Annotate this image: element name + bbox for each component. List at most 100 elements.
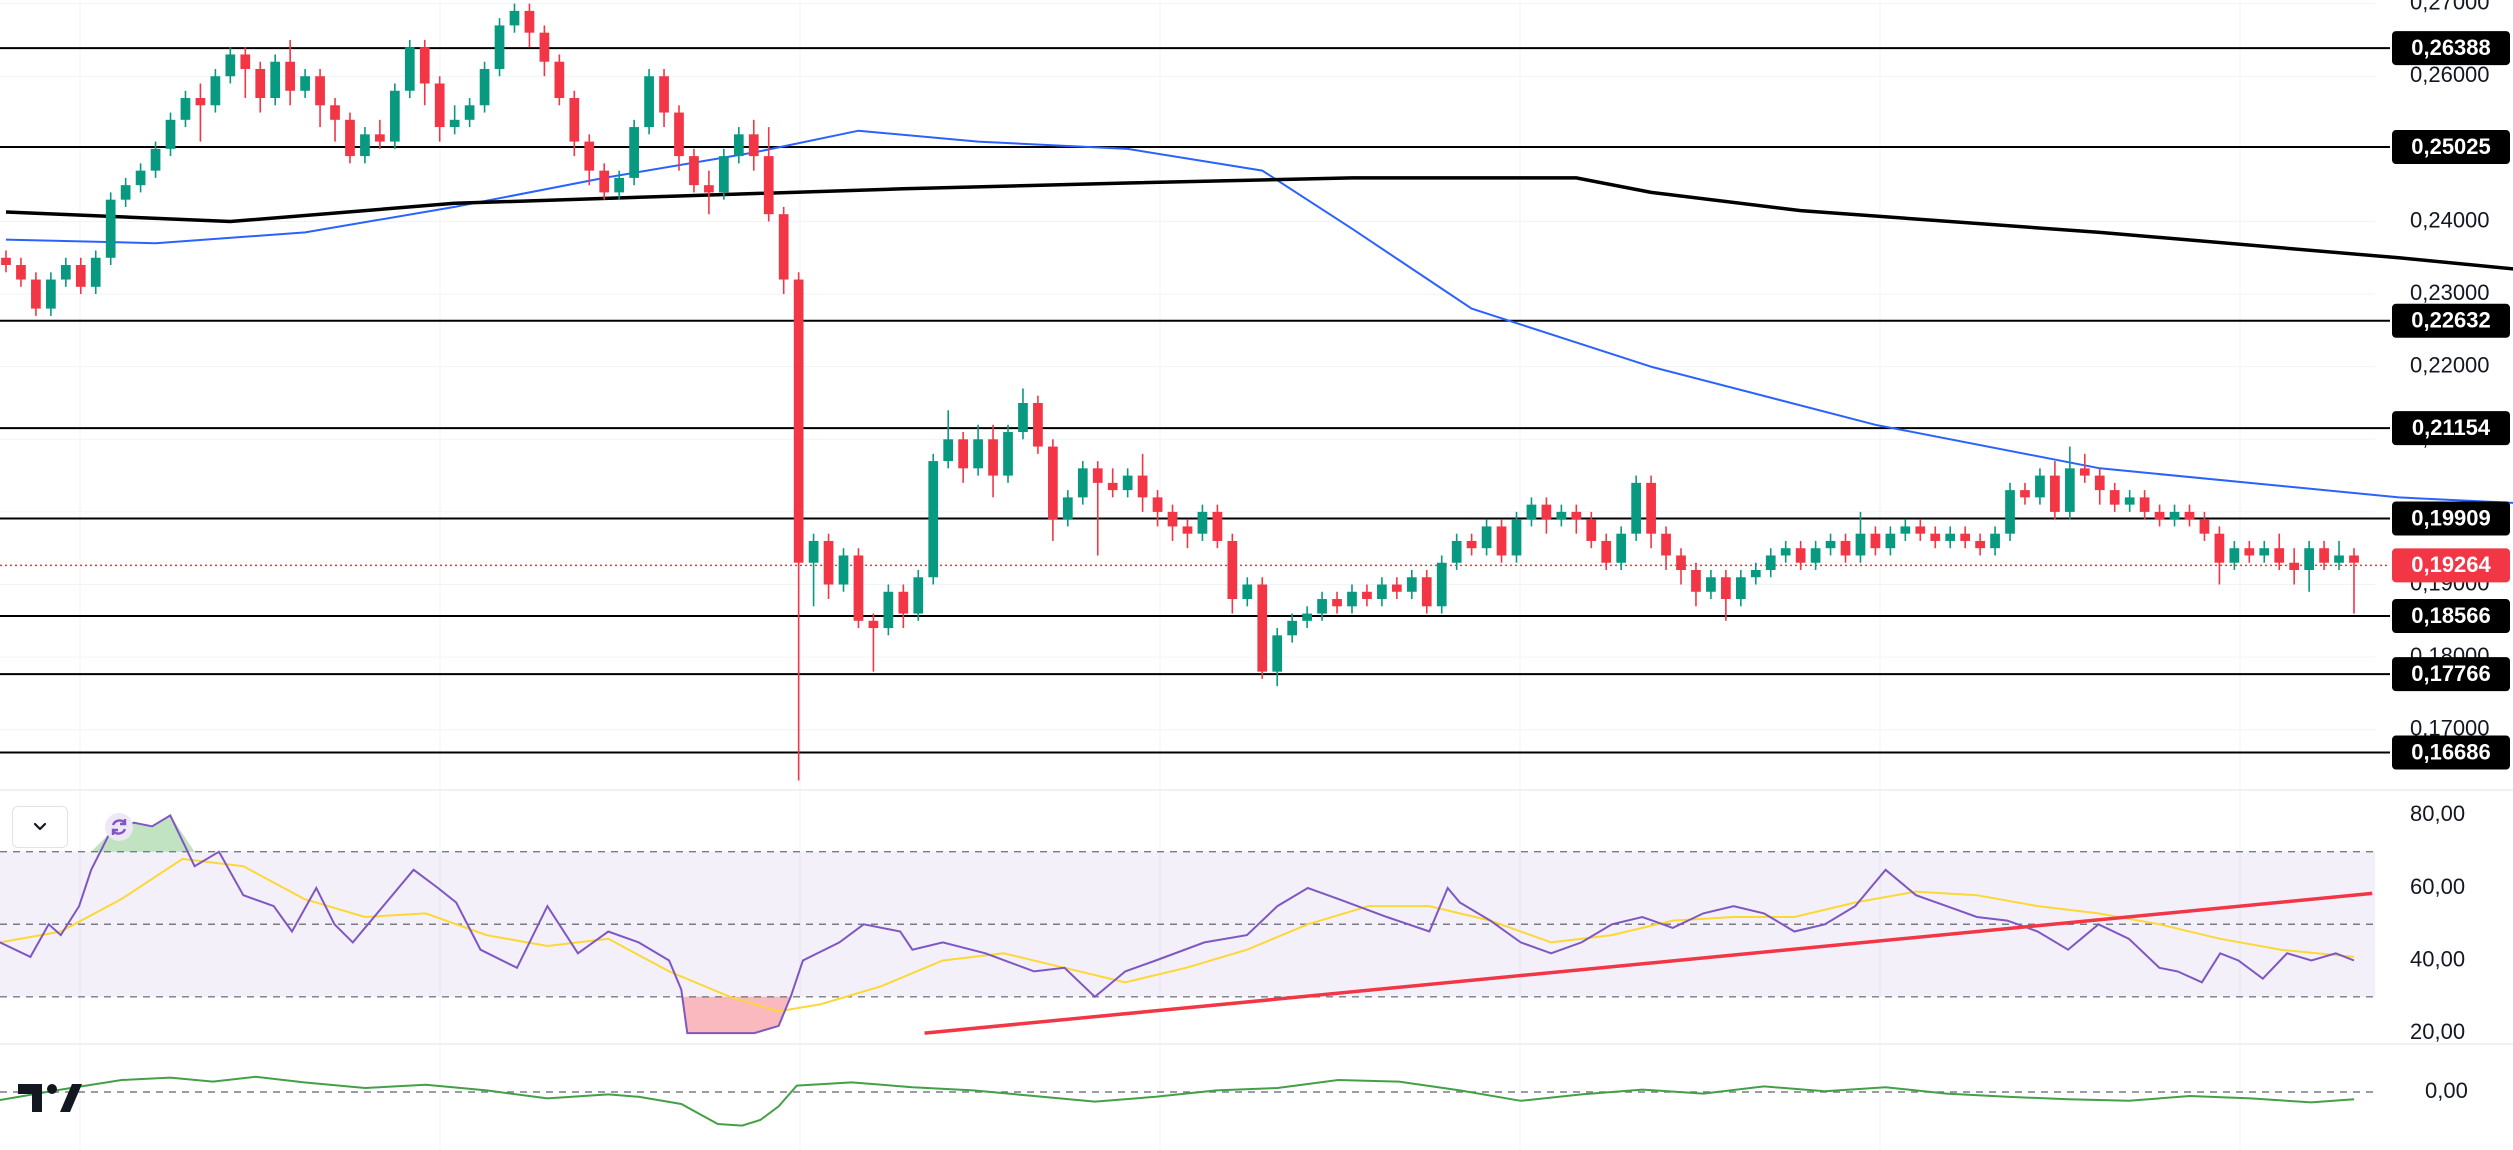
candle-body bbox=[569, 98, 580, 142]
candle bbox=[255, 61, 266, 113]
candle bbox=[539, 25, 550, 77]
candle-body bbox=[1765, 555, 1776, 570]
candle bbox=[479, 61, 490, 113]
candle-body bbox=[1780, 548, 1791, 556]
candle bbox=[165, 112, 176, 157]
candle-body bbox=[524, 10, 535, 33]
candle bbox=[2319, 540, 2329, 570]
candle-body bbox=[419, 47, 430, 84]
candle-body bbox=[1227, 540, 1238, 600]
candle-body bbox=[1900, 526, 1911, 534]
level-price-label: 0,22632 bbox=[2411, 308, 2491, 333]
candle bbox=[2274, 533, 2285, 570]
level-price-label: 0,19909 bbox=[2411, 505, 2491, 530]
candle-body bbox=[838, 555, 849, 585]
candle-body bbox=[868, 620, 879, 629]
collapse-pane-button[interactable] bbox=[12, 806, 68, 848]
candle bbox=[2094, 468, 2105, 505]
candle bbox=[1825, 533, 1836, 556]
level-price-label-bg bbox=[2392, 411, 2510, 446]
candle-body bbox=[1840, 540, 1851, 556]
level-price-label-bg bbox=[2392, 735, 2510, 770]
candle bbox=[1257, 577, 1268, 679]
candle-body bbox=[16, 265, 26, 280]
candle-body bbox=[808, 540, 819, 563]
candle bbox=[614, 170, 625, 200]
candle-body bbox=[1616, 533, 1627, 563]
candle-body bbox=[1, 257, 11, 266]
candle-body bbox=[2334, 555, 2344, 563]
candle-body bbox=[1347, 591, 1357, 607]
candle-body bbox=[60, 265, 71, 280]
candle bbox=[16, 257, 26, 287]
candle bbox=[524, 3, 535, 48]
candle-body bbox=[1556, 511, 1567, 520]
candle bbox=[330, 98, 340, 142]
candle bbox=[1421, 569, 1432, 614]
rsi-axis-tick: 20,00 bbox=[2410, 1019, 2465, 1044]
momentum-pane: 0,00 bbox=[0, 1075, 2468, 1127]
candle-body bbox=[1571, 511, 1582, 520]
candle-body bbox=[823, 540, 834, 585]
candle bbox=[718, 148, 729, 200]
candle-body bbox=[2020, 490, 2030, 498]
candle-body bbox=[150, 148, 161, 171]
candle bbox=[2334, 540, 2344, 570]
candle bbox=[1691, 562, 1701, 607]
candle bbox=[464, 98, 475, 128]
candle bbox=[1048, 439, 1058, 541]
candle bbox=[763, 127, 774, 222]
candle-body bbox=[375, 134, 385, 142]
refresh-indicator-button[interactable] bbox=[100, 808, 138, 846]
candle bbox=[1451, 533, 1462, 570]
candle bbox=[1107, 468, 1118, 498]
candle bbox=[1930, 526, 1941, 549]
candle bbox=[973, 424, 983, 476]
refresh-icon bbox=[105, 813, 133, 841]
level-price-label: 0,18566 bbox=[2411, 603, 2491, 628]
candle-body bbox=[718, 156, 729, 193]
candle-body bbox=[180, 98, 191, 120]
candle-body bbox=[614, 177, 625, 193]
candle-body bbox=[1481, 526, 1492, 549]
candle-body bbox=[479, 68, 490, 106]
candle bbox=[1870, 526, 1881, 556]
candle bbox=[1556, 504, 1567, 527]
candle-body bbox=[1466, 540, 1477, 549]
candle-body bbox=[360, 134, 370, 157]
candle bbox=[1332, 591, 1342, 614]
candle bbox=[2349, 548, 2359, 614]
ma-slow-line bbox=[5, 176, 2513, 271]
candle-body bbox=[165, 119, 176, 149]
candle bbox=[180, 90, 191, 128]
candle-body bbox=[1676, 555, 1686, 570]
candle-body bbox=[120, 185, 131, 200]
candle bbox=[135, 163, 146, 193]
candle bbox=[1511, 511, 1522, 563]
current-price-label-bg bbox=[2392, 548, 2510, 583]
candle bbox=[1077, 461, 1088, 505]
tradingview-logo[interactable] bbox=[14, 1078, 84, 1118]
rsi-line bbox=[0, 813, 2355, 1035]
candle bbox=[1945, 526, 1956, 549]
candle bbox=[913, 569, 924, 621]
candle bbox=[1272, 628, 1283, 687]
rsi-overbought-fill bbox=[0, 815, 2354, 852]
candle-body bbox=[2154, 511, 2165, 520]
candle bbox=[1676, 548, 1686, 585]
candle bbox=[2169, 504, 2180, 527]
candle-body bbox=[943, 439, 954, 462]
candle-body bbox=[644, 76, 654, 128]
candle bbox=[1436, 555, 1447, 614]
price-axis-tick: 0,24000 bbox=[2410, 207, 2490, 232]
candle-body bbox=[2199, 519, 2210, 534]
candle bbox=[554, 54, 565, 106]
candle-body bbox=[255, 68, 266, 99]
candle bbox=[1018, 388, 1028, 440]
candle bbox=[300, 68, 310, 99]
candle-body bbox=[1287, 620, 1298, 636]
candle-body bbox=[1332, 599, 1342, 607]
candle-body bbox=[1062, 497, 1073, 520]
candle-body bbox=[1362, 591, 1372, 600]
